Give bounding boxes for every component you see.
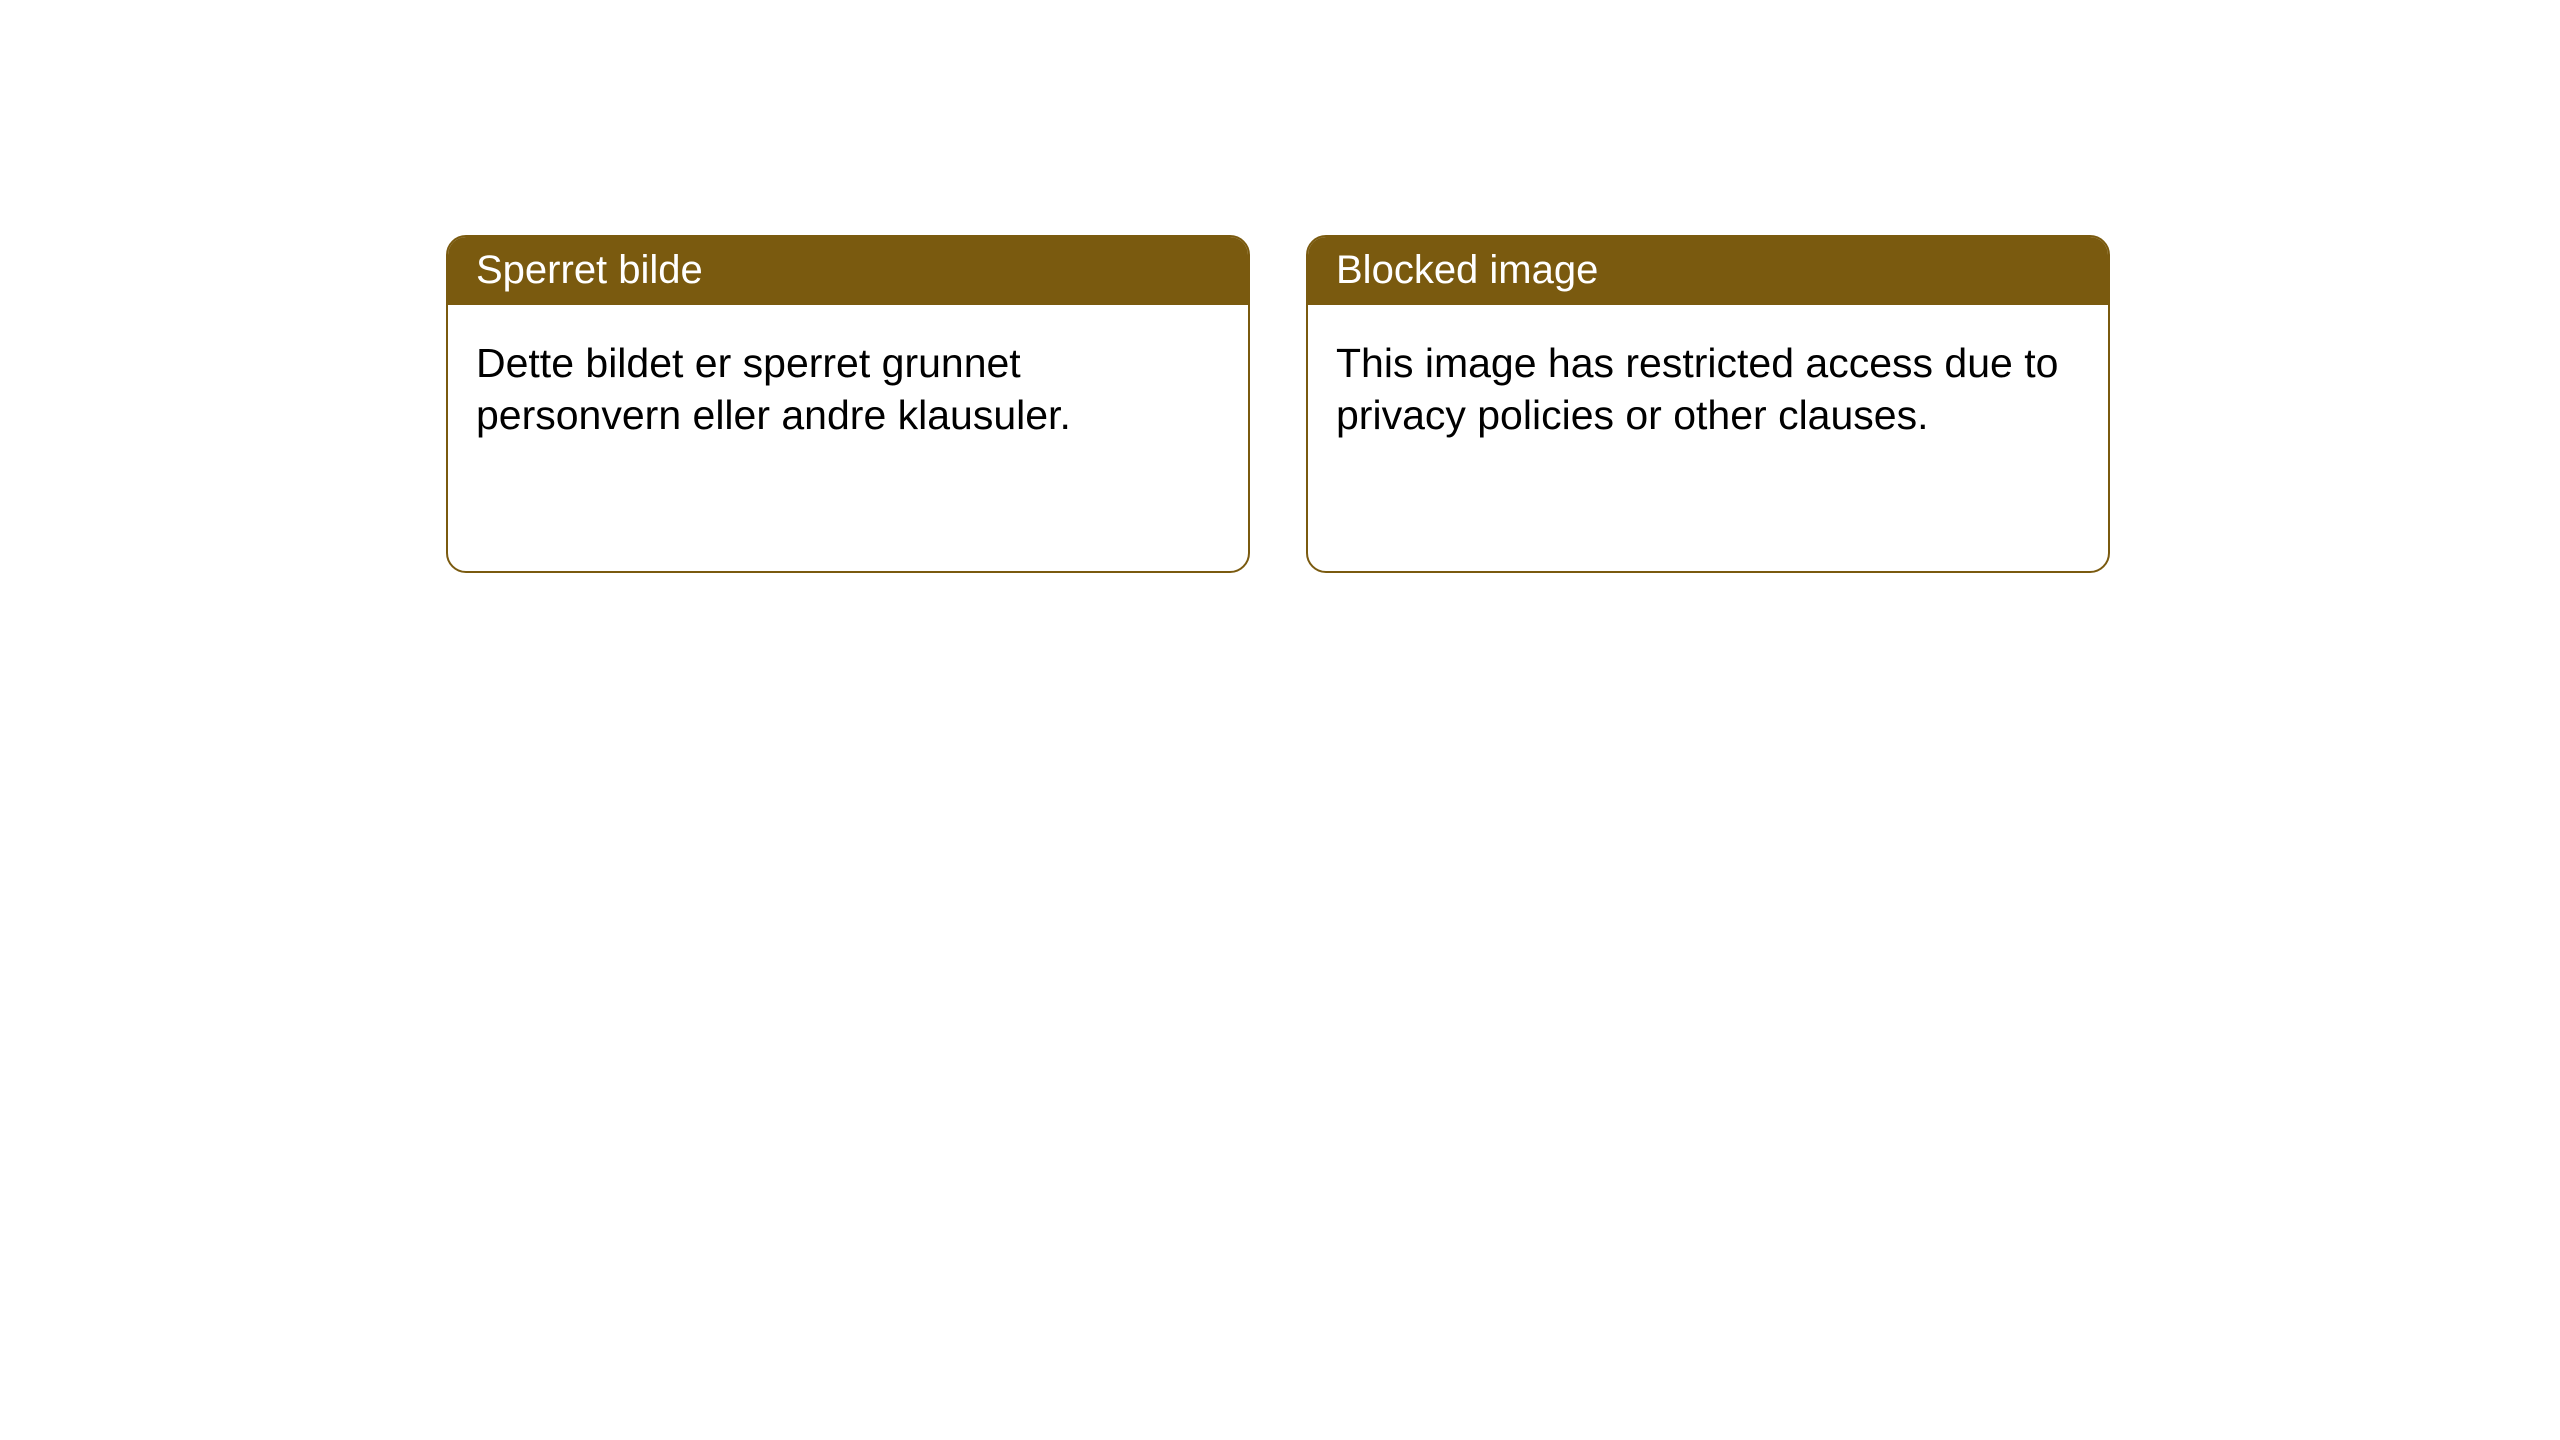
notice-card-title: Blocked image xyxy=(1308,237,2108,305)
notice-card-title: Sperret bilde xyxy=(448,237,1248,305)
notice-card-english: Blocked image This image has restricted … xyxy=(1306,235,2110,573)
notice-card-norwegian: Sperret bilde Dette bildet er sperret gr… xyxy=(446,235,1250,573)
notice-cards-container: Sperret bilde Dette bildet er sperret gr… xyxy=(446,235,2110,573)
notice-card-message: This image has restricted access due to … xyxy=(1308,305,2108,571)
notice-card-message: Dette bildet er sperret grunnet personve… xyxy=(448,305,1248,571)
